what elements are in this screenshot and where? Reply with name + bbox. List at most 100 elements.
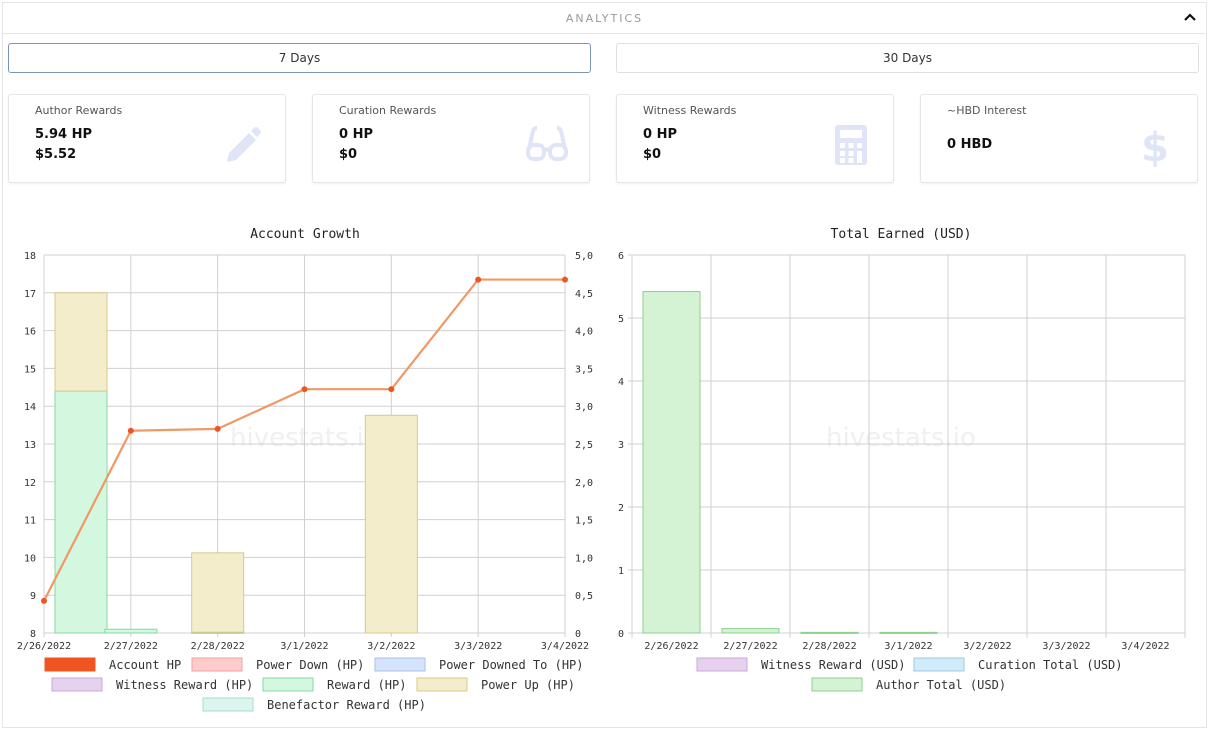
card-value-usd: $0 bbox=[339, 147, 358, 162]
card-value-usd: $5.52 bbox=[35, 147, 77, 162]
y-left-tick-label: 16 bbox=[24, 327, 36, 338]
y-tick-label: 1 bbox=[618, 566, 624, 577]
card-value-hp: 0 HP bbox=[643, 127, 677, 142]
legend-label: Witness Reward (USD) bbox=[761, 658, 906, 672]
y-right-tick-label: 2,5 bbox=[575, 440, 593, 451]
y-right-tick-label: 4,0 bbox=[575, 327, 593, 338]
x-tick-label: 3/1/2022 bbox=[884, 641, 932, 652]
svg-text:$: $ bbox=[1141, 125, 1169, 167]
y-left-tick-label: 18 bbox=[24, 251, 36, 262]
legend-swatch bbox=[262, 677, 314, 692]
analytics-header: ANALYTICS bbox=[3, 3, 1206, 34]
y-right-tick-label: 4,5 bbox=[575, 289, 593, 300]
legend-swatch bbox=[44, 657, 96, 672]
y-left-tick-label: 8 bbox=[30, 629, 36, 640]
y-left-tick-label: 15 bbox=[24, 364, 36, 375]
x-tick-label: 2/28/2022 bbox=[802, 641, 856, 652]
x-tick-label: 3/2/2022 bbox=[963, 641, 1011, 652]
bar bbox=[364, 414, 418, 634]
chart-title: Total Earned (USD) bbox=[831, 227, 972, 242]
account-growth-chart: Account Growth hivestats.io 181716151413… bbox=[17, 227, 593, 712]
y-right-tick-label: 3,5 bbox=[575, 364, 593, 375]
x-tick-label: 3/3/2022 bbox=[454, 641, 502, 652]
legend-swatch bbox=[202, 697, 254, 712]
line-point bbox=[214, 425, 221, 432]
witness-rewards-card: Witness Rewards 0 HP $0 bbox=[616, 94, 894, 183]
legend-label: Power Up (HP) bbox=[481, 678, 575, 692]
legend-swatch bbox=[51, 677, 103, 692]
x-tick-label: 3/4/2022 bbox=[541, 641, 589, 652]
y-left-tick-label: 10 bbox=[24, 553, 36, 564]
card-label: Author Rewards bbox=[35, 104, 123, 117]
legend-label: Power Down (HP) bbox=[256, 658, 364, 672]
dollar-icon: $ bbox=[1141, 125, 1169, 167]
legend-swatch bbox=[913, 657, 965, 672]
legend-label: Power Downed To (HP) bbox=[439, 658, 584, 672]
y-left-tick-label: 9 bbox=[30, 591, 36, 602]
bar bbox=[879, 631, 938, 634]
bar bbox=[54, 292, 108, 392]
x-tick-label: 2/27/2022 bbox=[104, 641, 158, 652]
pencil-icon bbox=[227, 127, 261, 162]
y-right-tick-label: 3,0 bbox=[575, 402, 593, 413]
tab-30-days[interactable]: 30 Days bbox=[616, 43, 1199, 73]
chevron-up-icon[interactable] bbox=[1182, 9, 1198, 25]
y-tick-label: 3 bbox=[618, 440, 624, 451]
card-label: Witness Rewards bbox=[643, 104, 737, 117]
x-tick-label: 2/28/2022 bbox=[191, 641, 245, 652]
bar bbox=[721, 628, 780, 634]
y-tick-label: 2 bbox=[618, 503, 624, 514]
legend-label: Curation Total (USD) bbox=[978, 658, 1123, 672]
line-point bbox=[562, 276, 568, 283]
watermark: hivestats.io bbox=[826, 423, 976, 453]
y-left-tick-label: 13 bbox=[24, 440, 36, 451]
x-tick-label: 3/2/2022 bbox=[367, 641, 415, 652]
x-tick-label: 2/27/2022 bbox=[723, 641, 777, 652]
legend-label: Author Total (USD) bbox=[876, 678, 1006, 692]
bar bbox=[54, 390, 108, 634]
y-right-tick-label: 1,0 bbox=[575, 553, 593, 564]
y-tick-label: 4 bbox=[618, 377, 624, 388]
y-tick-label: 6 bbox=[618, 251, 624, 262]
legend-label: Account HP bbox=[109, 658, 181, 672]
tab-7-days[interactable]: 7 Days bbox=[8, 43, 591, 73]
legend-label: Benefactor Reward (HP) bbox=[267, 698, 426, 712]
bar bbox=[800, 631, 859, 634]
card-value-usd: $0 bbox=[643, 147, 662, 162]
x-tick-label: 3/4/2022 bbox=[1121, 641, 1169, 652]
bar bbox=[642, 291, 701, 634]
calculator-icon bbox=[835, 125, 867, 165]
legend-swatch bbox=[191, 657, 243, 672]
line-point bbox=[388, 386, 395, 393]
y-left-tick-label: 14 bbox=[24, 402, 36, 413]
glasses-icon bbox=[526, 126, 568, 161]
card-value-hbd: 0 HBD bbox=[947, 137, 993, 152]
total-earned-chart: Total Earned (USD) hivestats.io 6 5 4 3 2 1 0 2… bbox=[618, 227, 1186, 692]
line-point bbox=[475, 276, 482, 283]
card-value-hp: 0 HP bbox=[339, 127, 373, 142]
legend-swatch bbox=[696, 657, 748, 672]
hbd-interest-card: ~HBD Interest 0 HBD $ bbox=[920, 94, 1198, 183]
x-tick-label: 3/3/2022 bbox=[1042, 641, 1090, 652]
y-left-tick-label: 11 bbox=[24, 516, 36, 527]
y-tick-label: 0 bbox=[618, 629, 624, 640]
y-left-tick-label: 17 bbox=[24, 289, 36, 300]
legend-swatch bbox=[416, 677, 468, 692]
author-rewards-card: Author Rewards 5.94 HP $5.52 bbox=[8, 94, 286, 183]
x-tick-label: 2/26/2022 bbox=[17, 641, 71, 652]
legend-label: Reward (HP) bbox=[327, 678, 406, 692]
legend-swatch bbox=[374, 657, 426, 672]
legend-label: Witness Reward (HP) bbox=[116, 678, 253, 692]
line-point bbox=[41, 597, 47, 604]
bar bbox=[104, 628, 158, 634]
line-point bbox=[301, 386, 308, 393]
x-tick-label: 3/1/2022 bbox=[280, 641, 328, 652]
card-label: Curation Rewards bbox=[339, 104, 437, 117]
card-value-hp: 5.94 HP bbox=[35, 127, 93, 142]
chart-title: Account Growth bbox=[250, 227, 360, 242]
y-right-tick-label: 1,5 bbox=[575, 516, 593, 527]
y-tick-label: 5 bbox=[618, 314, 624, 325]
y-right-tick-label: 0 bbox=[575, 629, 581, 640]
card-label: ~HBD Interest bbox=[947, 104, 1027, 117]
